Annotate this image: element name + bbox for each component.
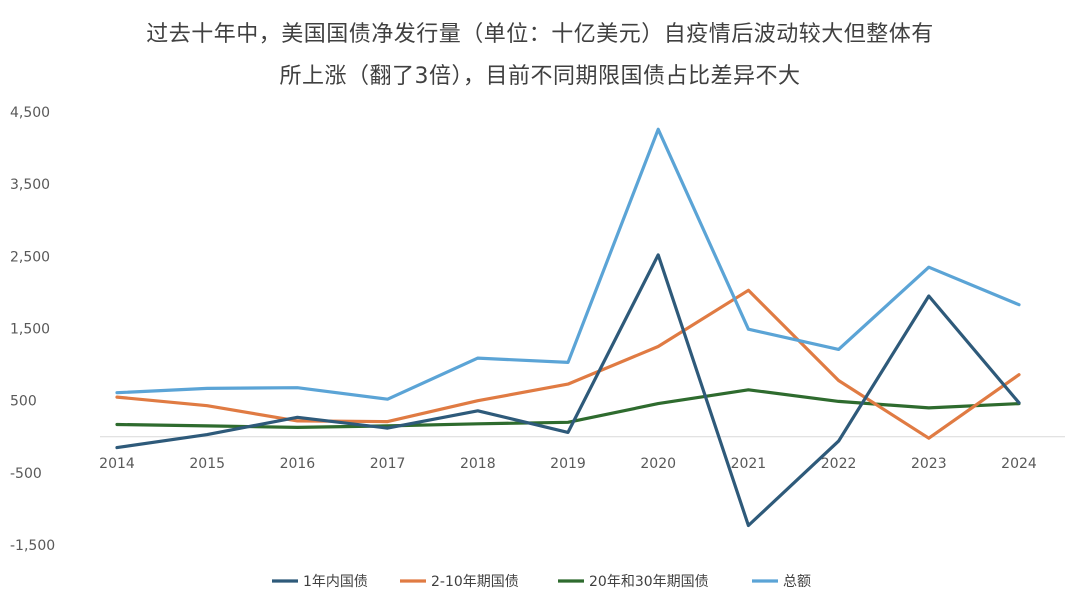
series-line-1 (115, 288, 1021, 440)
x-tick-label: 2014 (99, 456, 135, 472)
chart-title-line1: 过去十年中，美国国债净发行量（单位：十亿美元）自疫情后波动较大但整体有 (146, 22, 934, 47)
y-axis-ticks: 4,500 3,500 2,500 1,500 500 -500 -1,500 (10, 105, 55, 554)
y-tick-label: 3,500 (10, 177, 50, 193)
x-tick-label: 2015 (189, 456, 225, 472)
series-line-2 (115, 388, 1021, 429)
y-tick-label: -1,500 (10, 538, 55, 554)
x-tick-label: 2019 (550, 456, 586, 472)
x-tick-label: 2024 (1001, 456, 1037, 472)
legend-label-2: 20年和30年期国债 (589, 574, 709, 590)
y-tick-label: 1,500 (10, 322, 50, 338)
x-tick-label: 2017 (370, 456, 406, 472)
x-tick-label: 2020 (640, 456, 676, 472)
y-tick-label: 4,500 (10, 105, 50, 121)
y-tick-label: -500 (10, 466, 42, 482)
legend-label-3: 总额 (783, 574, 811, 590)
x-tick-label: 2023 (911, 456, 947, 472)
legend-label-0: 1年内国债 (303, 574, 368, 590)
x-tick-label: 2016 (280, 456, 316, 472)
chart-title-line2: 所上涨（翻了3倍），目前不同期限国债占比差异不大 (279, 64, 801, 89)
x-tick-label: 2021 (731, 456, 767, 472)
legend-label-1: 2-10年期国债 (431, 574, 519, 590)
y-tick-label: 2,500 (10, 249, 50, 265)
x-axis-ticks: 2014 2015 2016 2017 2018 2019 2020 2021 2022 2023… (99, 456, 1037, 472)
series-line-3 (115, 127, 1021, 401)
legend: 1年内国债 2-10年期国债 20年和30年期国债 总额 (272, 574, 811, 590)
y-tick-label: 500 (10, 394, 37, 410)
x-tick-label: 2022 (821, 456, 857, 472)
series-lines (115, 127, 1021, 528)
series-line-0 (115, 253, 1021, 528)
x-tick-label: 2018 (460, 456, 496, 472)
